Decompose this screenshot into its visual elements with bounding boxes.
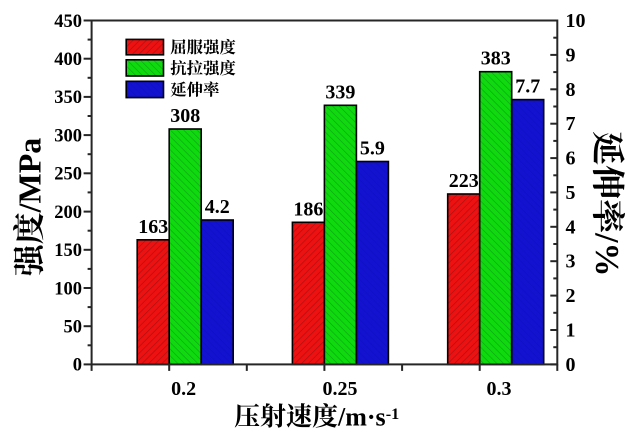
svg-text:6: 6	[566, 148, 576, 170]
svg-text:7.7: 7.7	[515, 76, 540, 98]
svg-text:/m·s: /m·s	[337, 402, 386, 431]
svg-text:200: 200	[54, 203, 82, 223]
svg-text:/%: /%	[588, 232, 625, 276]
svg-text:350: 350	[54, 88, 82, 108]
svg-text:3: 3	[566, 251, 576, 273]
svg-text:100: 100	[54, 279, 82, 299]
svg-text:450: 450	[54, 12, 82, 32]
svg-text:250: 250	[54, 165, 82, 185]
svg-text:0.25: 0.25	[323, 378, 358, 400]
svg-text:223: 223	[449, 170, 479, 192]
svg-text:300: 300	[54, 126, 82, 146]
svg-text:163: 163	[138, 216, 168, 238]
svg-text:5.9: 5.9	[360, 138, 385, 160]
svg-text:5: 5	[566, 182, 576, 204]
svg-text:/MPa: /MPa	[11, 138, 47, 214]
svg-text:308: 308	[170, 105, 200, 127]
svg-text:-1: -1	[386, 404, 400, 423]
svg-text:10: 10	[566, 10, 586, 32]
svg-text:4.2: 4.2	[205, 196, 230, 218]
svg-text:0: 0	[73, 356, 82, 376]
svg-text:50: 50	[64, 318, 83, 338]
svg-text:9: 9	[566, 44, 576, 66]
svg-text:186: 186	[293, 198, 323, 220]
svg-text:400: 400	[54, 50, 82, 70]
svg-text:1: 1	[566, 320, 576, 342]
svg-text:0.3: 0.3	[487, 378, 512, 400]
svg-text:7: 7	[566, 113, 576, 135]
svg-text:383: 383	[481, 48, 511, 70]
svg-text:2: 2	[566, 285, 576, 307]
svg-text:339: 339	[325, 81, 355, 103]
svg-text:150: 150	[54, 241, 82, 261]
svg-text:0: 0	[566, 354, 576, 376]
svg-text:0.2: 0.2	[171, 378, 196, 400]
svg-text:8: 8	[566, 79, 576, 101]
svg-text:4: 4	[566, 216, 576, 238]
